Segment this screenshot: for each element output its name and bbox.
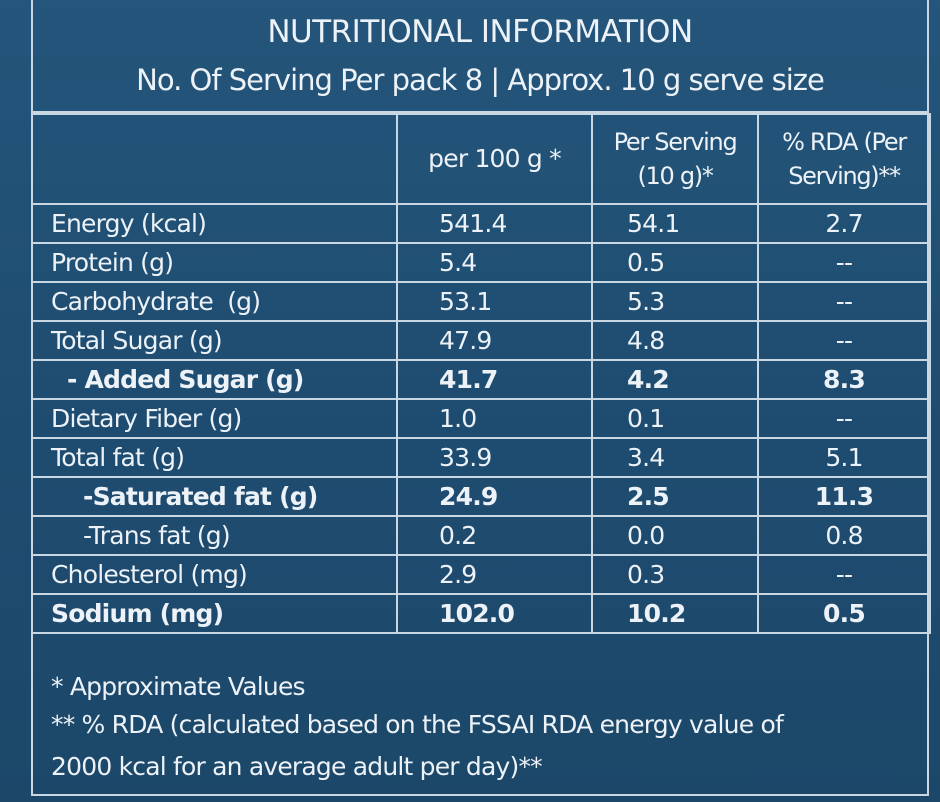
table-row: Total Sugar (g) 47.9 4.8 --: [31, 320, 931, 361]
per-serving-value: 0.0: [591, 515, 759, 556]
nutrient-label: Dietary Fiber (g): [31, 398, 398, 439]
nutrient-label: Sodium (mg): [31, 593, 398, 634]
per-100g-value: 541.4: [396, 203, 593, 244]
per-serving-value: 4.8: [591, 320, 759, 361]
column-header-rda-line1: % RDA (Per: [782, 128, 907, 156]
column-header-rda: % RDA (Per Serving)**: [757, 113, 931, 205]
per-100g-value: 2.9: [396, 554, 593, 595]
table-row: Dietary Fiber (g) 1.0 0.1 --: [31, 398, 931, 439]
rda-value: --: [757, 281, 931, 322]
column-header-nutrient: [31, 113, 398, 205]
rda-value: --: [757, 398, 931, 439]
per-100g-value: 1.0: [396, 398, 593, 439]
per-serving-value: 10.2: [591, 593, 759, 634]
table-title: NUTRITIONAL INFORMATION: [267, 14, 693, 50]
nutrient-label: - Added Sugar (g): [31, 359, 398, 400]
nutrient-label: Total Sugar (g): [31, 320, 398, 361]
per-100g-value: 47.9: [396, 320, 593, 361]
per-serving-value: 3.4: [591, 437, 759, 478]
nutrient-label: Cholesterol (mg): [31, 554, 398, 595]
table-header: NUTRITIONAL INFORMATION No. Of Serving P…: [31, 0, 929, 113]
table-row: -Trans fat (g) 0.2 0.0 0.8: [31, 515, 931, 556]
per-100g-value: 41.7: [396, 359, 593, 400]
rda-value: 11.3: [757, 476, 931, 517]
rda-value: 8.3: [757, 359, 931, 400]
table-row: Carbohydrate (g) 53.1 5.3 --: [31, 281, 931, 322]
table-row: Cholesterol (mg) 2.9 0.3 --: [31, 554, 931, 595]
nutrient-label: -Saturated fat (g): [31, 476, 398, 517]
per-serving-value: 5.3: [591, 281, 759, 322]
rda-value: 2.7: [757, 203, 931, 244]
table-row: - Added Sugar (g) 41.7 4.2 8.3: [31, 359, 931, 400]
per-100g-value: 102.0: [396, 593, 593, 634]
per-serving-value: 0.3: [591, 554, 759, 595]
per-serving-value: 0.5: [591, 242, 759, 283]
rda-value: 5.1: [757, 437, 931, 478]
table-row: Total fat (g) 33.9 3.4 5.1: [31, 437, 931, 478]
per-100g-value: 33.9: [396, 437, 593, 478]
footnote-approximate: * Approximate Values: [51, 672, 306, 701]
nutrition-table: per 100 g * Per Serving (10 g)* % RDA (Pe…: [31, 113, 931, 634]
per-100g-value: 0.2: [396, 515, 593, 556]
table-row: Energy (kcal) 541.4 54.1 2.7: [31, 203, 931, 244]
table-row: Protein (g) 5.4 0.5 --: [31, 242, 931, 283]
nutrient-label: -Trans fat (g): [31, 515, 398, 556]
column-header-per-serving: Per Serving (10 g)*: [591, 113, 759, 205]
rda-value: 0.5: [757, 593, 931, 634]
rda-value: 0.8: [757, 515, 931, 556]
table-subtitle: No. Of Serving Per pack 8 | Approx. 10 g…: [136, 63, 825, 97]
column-header-row: per 100 g * Per Serving (10 g)* % RDA (Pe…: [31, 113, 931, 205]
nutrient-label: Carbohydrate (g): [31, 281, 398, 322]
per-100g-value: 24.9: [396, 476, 593, 517]
column-header-per-serving-line2: (10 g)*: [637, 162, 713, 190]
per-serving-value: 4.2: [591, 359, 759, 400]
per-100g-value: 53.1: [396, 281, 593, 322]
per-100g-value: 5.4: [396, 242, 593, 283]
column-header-rda-line2: Serving)**: [788, 162, 901, 190]
nutrient-label: Protein (g): [31, 242, 398, 283]
rda-value: --: [757, 242, 931, 283]
column-header-per-100g: per 100 g *: [396, 113, 593, 205]
footnotes: * Approximate Values ** % RDA (calculate…: [33, 666, 927, 794]
column-header-per-serving-line1: Per Serving: [613, 128, 738, 156]
per-serving-value: 54.1: [591, 203, 759, 244]
table-row: -Saturated fat (g) 24.9 2.5 11.3: [31, 476, 931, 517]
per-serving-value: 2.5: [591, 476, 759, 517]
nutrient-label: Energy (kcal): [31, 203, 398, 244]
table-row: Sodium (mg) 102.0 10.2 0.5: [31, 593, 931, 634]
footnote-rda-line1: ** % RDA (calculated based on the FSSAI …: [51, 710, 784, 739]
per-serving-value: 0.1: [591, 398, 759, 439]
rda-value: --: [757, 554, 931, 595]
footnote-rda-line2: 2000 kcal for an average adult per day)*…: [51, 752, 543, 781]
rda-value: --: [757, 320, 931, 361]
nutrient-label: Total fat (g): [31, 437, 398, 478]
